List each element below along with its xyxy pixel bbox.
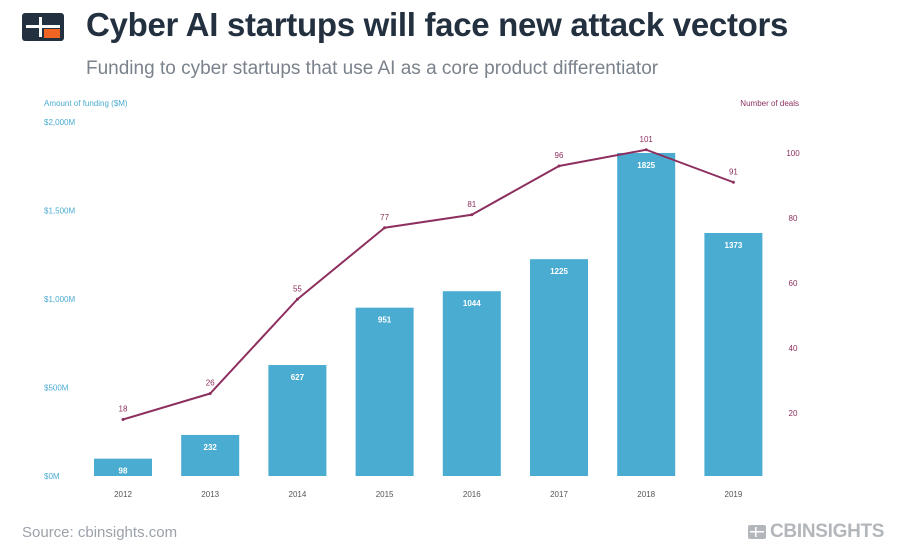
right-axis-tick-label: 80 [789,214,798,223]
deals-label-2013: 26 [206,379,215,388]
right-axis-tick-label: 60 [789,279,798,288]
deals-point-2018 [644,148,648,152]
deals-label-2017: 96 [555,151,564,160]
x-axis-tick-labels: 2012 2013 2014 2015 2016 2017 2018 2019 [114,490,743,499]
bar-2016 [442,291,501,476]
right-axis-tick-label: 100 [786,149,800,158]
x-tick-label-2014: 2014 [289,490,307,499]
left-axis-label: Amount of funding ($M) [44,99,128,108]
deals-point-2013 [208,392,212,395]
bar-label-2012: 98 [119,467,128,476]
left-axis-tick-label: $0M [44,472,60,481]
left-axis-tick-label: $1,000M [44,295,75,304]
footer-brand: CBINSIGHTS [748,521,884,543]
bar-2014 [268,365,327,476]
source-text: Source: cbinsights.com [22,524,178,541]
deals-label-2019: 91 [729,167,738,176]
bar-2012 [94,458,152,476]
bar-label-2018: 1825 [637,161,655,170]
cbinsights-logo-icon [22,13,64,41]
chart-title: Cyber AI startups will face new attack v… [86,6,789,43]
bar-data-labels: 98 232 627 951 1044 1225 1825 1373 [119,161,743,476]
bar-series [94,152,763,476]
right-axis-tick-label: 40 [789,344,798,353]
right-axis-ticks: 20 40 60 80 100 [786,149,800,418]
bar-label-2019: 1373 [725,241,743,250]
bar-2017 [530,259,588,476]
x-tick-label-2017: 2017 [550,490,568,499]
left-axis-tick-label: $1,500M [44,207,75,216]
right-axis-label: Number of deals [740,99,799,108]
x-tick-label-2018: 2018 [637,490,655,499]
deals-label-2018: 101 [640,135,654,144]
logo-orange-block [44,29,60,38]
chart-subtitle: Funding to cyber startups that use AI as… [86,58,659,79]
deals-point-2019 [731,180,735,184]
x-tick-label-2016: 2016 [463,490,481,499]
bar-2018 [617,152,676,476]
bar-label-2017: 1225 [550,267,568,276]
deals-point-2016 [470,213,474,217]
deals-label-2015: 77 [380,213,389,222]
left-axis-tick-label: $500M [44,384,69,393]
bar-2015 [355,307,414,476]
bar-2013 [181,434,240,476]
bar-label-2014: 627 [291,373,305,382]
deals-label-2014: 55 [293,284,302,293]
x-tick-label-2012: 2012 [114,490,132,499]
right-axis-tick-label: 20 [789,409,798,418]
deals-point-2017 [557,164,561,168]
bar-2019 [704,232,763,476]
bar-label-2016: 1044 [463,299,481,308]
x-tick-label-2019: 2019 [725,490,743,499]
bar-label-2015: 951 [378,316,392,325]
bar-label-2013: 232 [204,443,218,452]
deals-point-2015 [383,226,387,230]
deals-point-2014 [295,297,299,301]
left-axis-tick-label: $2,000M [44,118,75,127]
line-data-labels: 18 26 55 77 81 96 101 91 [119,135,739,414]
deals-label-2012: 18 [119,405,128,414]
brand-name: CBINSIGHTS [770,521,885,542]
line-series [121,148,735,421]
deals-line [122,148,734,421]
x-tick-label-2013: 2013 [201,490,219,499]
cbinsights-small-logo-icon [748,525,766,539]
deals-point-2012 [121,418,125,421]
x-tick-label-2015: 2015 [376,490,394,499]
deals-label-2016: 81 [467,200,476,209]
left-axis-ticks: $0M $500M $1,000M $1,500M $2,000M [44,118,75,481]
